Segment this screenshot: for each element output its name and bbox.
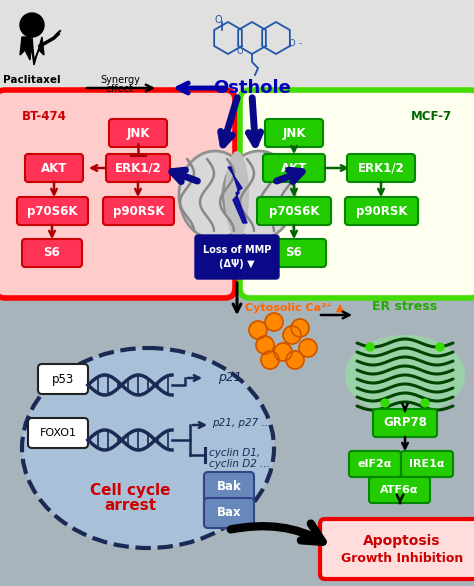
Text: Growth Inhibition: Growth Inhibition — [341, 551, 463, 564]
FancyBboxPatch shape — [28, 418, 88, 448]
Text: effect: effect — [106, 84, 134, 94]
FancyBboxPatch shape — [265, 119, 323, 147]
Circle shape — [261, 351, 279, 369]
Circle shape — [299, 339, 317, 357]
FancyBboxPatch shape — [38, 364, 88, 394]
FancyBboxPatch shape — [240, 90, 474, 298]
Circle shape — [421, 399, 429, 407]
Text: eIF2α: eIF2α — [358, 459, 392, 469]
Ellipse shape — [22, 348, 274, 548]
FancyBboxPatch shape — [0, 295, 474, 586]
FancyBboxPatch shape — [345, 197, 418, 225]
FancyBboxPatch shape — [401, 451, 453, 477]
FancyBboxPatch shape — [103, 197, 174, 225]
FancyBboxPatch shape — [195, 235, 279, 279]
FancyBboxPatch shape — [0, 90, 235, 298]
Text: Bax: Bax — [217, 506, 241, 520]
Text: Cytosolic Ca²⁺ ▲: Cytosolic Ca²⁺ ▲ — [246, 303, 345, 313]
Text: FOXO1: FOXO1 — [39, 428, 76, 438]
FancyBboxPatch shape — [106, 154, 170, 182]
Ellipse shape — [225, 151, 249, 239]
FancyBboxPatch shape — [369, 477, 430, 503]
Circle shape — [381, 399, 389, 407]
FancyBboxPatch shape — [204, 498, 254, 528]
Ellipse shape — [179, 151, 251, 239]
Text: Paclitaxel: Paclitaxel — [3, 75, 61, 85]
FancyBboxPatch shape — [22, 239, 82, 267]
Text: S6: S6 — [286, 247, 302, 260]
Text: p21, p27 ...: p21, p27 ... — [212, 418, 271, 428]
Text: p70S6K: p70S6K — [27, 205, 78, 217]
Text: Apoptosis: Apoptosis — [363, 534, 441, 548]
Text: Synergy: Synergy — [100, 75, 140, 85]
Circle shape — [256, 336, 274, 354]
FancyBboxPatch shape — [204, 472, 254, 502]
Circle shape — [274, 343, 292, 361]
Text: BT-474: BT-474 — [22, 110, 67, 122]
Circle shape — [286, 351, 304, 369]
Circle shape — [265, 313, 283, 331]
FancyBboxPatch shape — [262, 239, 326, 267]
FancyBboxPatch shape — [347, 154, 415, 182]
Text: Osthole: Osthole — [213, 79, 291, 97]
FancyBboxPatch shape — [373, 409, 437, 437]
Circle shape — [291, 319, 309, 337]
Circle shape — [283, 326, 301, 344]
Text: MCF-7: MCF-7 — [411, 110, 452, 122]
Ellipse shape — [223, 151, 295, 239]
FancyBboxPatch shape — [349, 451, 401, 477]
FancyBboxPatch shape — [320, 519, 474, 579]
Text: ERK1/2: ERK1/2 — [357, 162, 404, 175]
Text: O: O — [214, 15, 222, 25]
FancyBboxPatch shape — [25, 154, 83, 182]
Text: -: - — [299, 39, 301, 49]
Polygon shape — [228, 167, 247, 223]
FancyBboxPatch shape — [0, 0, 474, 295]
Text: p70S6K: p70S6K — [269, 205, 319, 217]
Text: GRP78: GRP78 — [383, 417, 427, 430]
Text: ATF6α: ATF6α — [380, 485, 419, 495]
FancyBboxPatch shape — [109, 119, 167, 147]
Ellipse shape — [345, 335, 465, 415]
Text: AKT: AKT — [41, 162, 67, 175]
Text: JNK: JNK — [282, 127, 306, 139]
Text: JNK: JNK — [126, 127, 150, 139]
Text: p90RSK: p90RSK — [356, 205, 407, 217]
Text: p53: p53 — [52, 373, 74, 386]
Text: IRE1α: IRE1α — [409, 459, 445, 469]
Circle shape — [366, 343, 374, 351]
Text: ER stress: ER stress — [373, 299, 438, 312]
Text: arrest: arrest — [104, 498, 156, 513]
Text: cyclin D1,: cyclin D1, — [209, 448, 260, 458]
Text: Loss of MMP: Loss of MMP — [203, 245, 271, 255]
Text: ERK1/2: ERK1/2 — [115, 162, 161, 175]
FancyBboxPatch shape — [263, 154, 325, 182]
Text: O: O — [237, 47, 243, 56]
Circle shape — [249, 321, 267, 339]
Circle shape — [436, 343, 444, 351]
Text: (ΔΨ) ▼: (ΔΨ) ▼ — [219, 259, 255, 269]
Text: p21: p21 — [218, 372, 242, 384]
Text: Cell cycle: Cell cycle — [90, 482, 170, 498]
Polygon shape — [20, 37, 44, 65]
Text: Bak: Bak — [217, 481, 241, 493]
Text: cyclin D2 ...: cyclin D2 ... — [209, 459, 270, 469]
Text: p90RSK: p90RSK — [113, 205, 164, 217]
FancyBboxPatch shape — [257, 197, 331, 225]
Circle shape — [20, 13, 44, 37]
Text: AKT: AKT — [281, 162, 307, 175]
Text: S6: S6 — [44, 247, 60, 260]
Text: O: O — [289, 39, 295, 49]
FancyBboxPatch shape — [17, 197, 88, 225]
